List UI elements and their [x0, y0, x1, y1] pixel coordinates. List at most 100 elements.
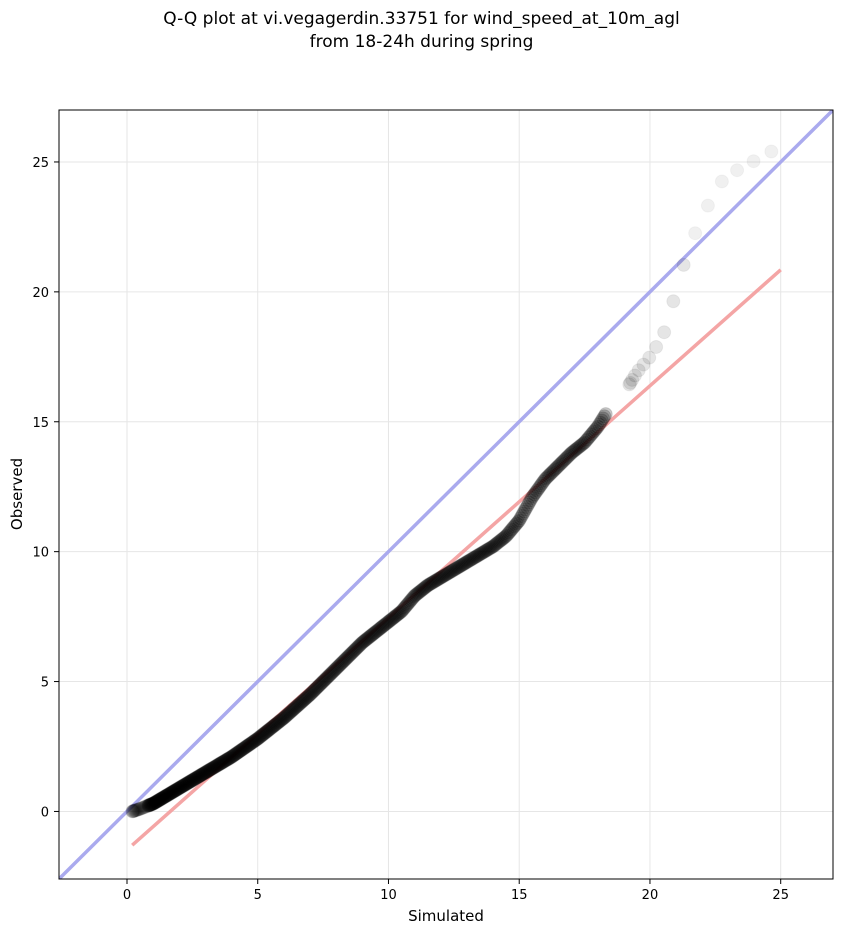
qq-point	[380, 615, 395, 630]
qq-point	[164, 785, 179, 800]
qq-point	[160, 788, 175, 803]
qq-point	[556, 453, 571, 468]
qq-point	[495, 531, 510, 546]
qq-point	[542, 467, 557, 482]
qq-point	[747, 154, 761, 168]
qq-point	[140, 799, 154, 813]
qq-point	[313, 677, 328, 692]
qq-point	[455, 557, 470, 572]
fit-line	[131, 268, 782, 847]
y-tick-label-3: 15	[32, 416, 49, 431]
qq-point	[519, 500, 534, 515]
qq-point	[588, 422, 603, 437]
qq-point	[307, 683, 322, 698]
qq-point	[171, 781, 186, 796]
qq-point	[358, 633, 373, 648]
qq-point	[172, 780, 187, 795]
qq-point	[308, 682, 323, 697]
qq-point	[279, 708, 294, 723]
qq-point	[137, 800, 151, 814]
qq-point	[541, 468, 556, 483]
qq-point	[518, 502, 533, 517]
qq-point	[381, 614, 396, 629]
qq-point	[492, 534, 507, 549]
qq-point	[505, 521, 520, 536]
qq-point	[343, 647, 358, 662]
x-tick-label-0: 0	[123, 888, 131, 903]
qq-point	[134, 802, 148, 816]
qq-point	[296, 693, 311, 708]
qq-point	[150, 794, 165, 809]
qq-point	[315, 675, 330, 690]
qq-point	[715, 174, 729, 188]
qq-point	[436, 569, 451, 584]
qq-point	[430, 572, 445, 587]
qq-point	[215, 755, 230, 770]
qq-point	[255, 727, 270, 742]
qq-point	[462, 553, 477, 568]
qq-point	[486, 539, 501, 554]
qq-point	[371, 622, 386, 637]
qq-point	[360, 631, 375, 646]
qq-point	[198, 765, 213, 780]
qq-point	[268, 717, 283, 732]
qq-point	[517, 504, 532, 519]
qq-point	[321, 668, 336, 683]
qq-point	[183, 774, 198, 789]
qq-point	[372, 621, 387, 636]
qq-point	[287, 701, 302, 716]
qq-point	[379, 616, 394, 631]
qq-point	[490, 535, 505, 550]
qq-point	[598, 407, 613, 422]
qq-point	[133, 802, 147, 816]
qq-point	[370, 623, 385, 638]
qq-point	[163, 786, 178, 801]
qq-point	[507, 519, 522, 534]
qq-point	[151, 793, 166, 808]
qq-point	[536, 474, 551, 489]
qq-point	[195, 767, 210, 782]
qq-point	[676, 257, 691, 272]
qq-point	[500, 526, 515, 541]
qq-point	[437, 568, 452, 583]
qq-point	[487, 538, 502, 553]
qq-point	[537, 473, 552, 488]
qq-point	[252, 730, 267, 745]
qq-point	[261, 723, 276, 738]
qq-point	[331, 659, 346, 674]
scatter-points	[125, 144, 778, 818]
qq-point	[337, 653, 352, 668]
qq-point	[323, 666, 338, 681]
qq-point	[270, 715, 285, 730]
qq-point	[393, 605, 408, 620]
qq-point	[244, 736, 259, 751]
qq-point	[395, 603, 410, 618]
qq-point	[435, 569, 450, 584]
qq-point	[573, 438, 588, 453]
qq-point	[339, 650, 354, 665]
qq-point	[387, 610, 402, 625]
qq-point	[577, 435, 592, 450]
qq-point	[447, 562, 462, 577]
qq-point	[522, 495, 537, 510]
qq-point	[408, 588, 423, 603]
qq-point	[301, 688, 316, 703]
qq-point	[401, 596, 416, 611]
qq-point	[572, 439, 587, 454]
qq-point	[433, 570, 448, 585]
qq-point	[403, 593, 418, 608]
y-tick-label-2: 10	[32, 546, 49, 561]
qq-point	[477, 544, 492, 559]
qq-point	[143, 797, 158, 812]
qq-point	[180, 776, 195, 791]
qq-point	[147, 795, 162, 810]
qq-point	[576, 436, 591, 451]
qq-point	[377, 618, 392, 633]
qq-point	[623, 375, 638, 390]
qq-point	[143, 797, 158, 812]
qq-point	[153, 792, 168, 807]
qq-point	[184, 773, 199, 788]
qq-point	[502, 525, 517, 540]
qq-point	[153, 792, 168, 807]
qq-point	[162, 786, 177, 801]
